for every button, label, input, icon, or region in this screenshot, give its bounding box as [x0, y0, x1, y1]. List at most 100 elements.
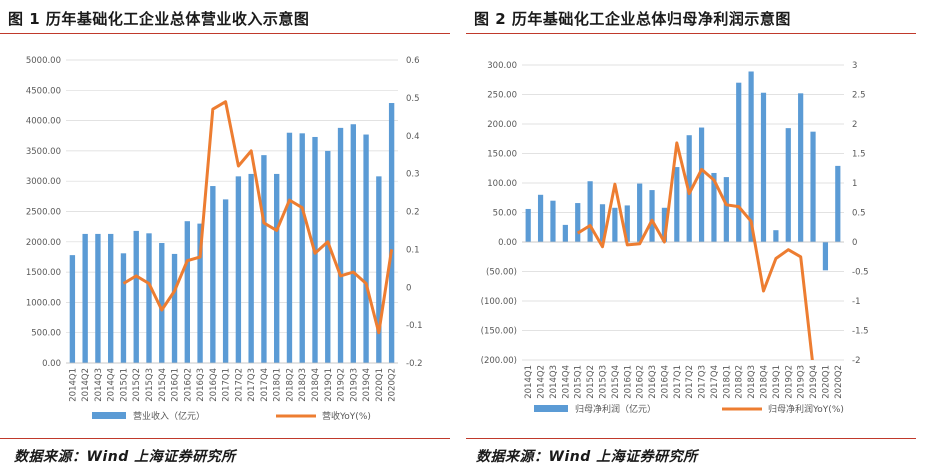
profit-x-tick: 2015Q4: [611, 365, 621, 399]
profit-x-tick: 2016Q3: [648, 365, 658, 399]
revenue-x-tick: 2016Q4: [209, 368, 219, 402]
revenue-x-tick: 2018Q2: [285, 368, 295, 402]
title-rule-left: [0, 33, 450, 34]
profit-x-tick: 2018Q4: [760, 365, 770, 399]
revenue-x-tick: 2014Q3: [94, 368, 104, 402]
revenue-bar: [159, 243, 165, 363]
revenue-bar: [350, 124, 356, 364]
revenue-y2-tick: -0.2: [406, 359, 423, 369]
revenue-legend-line-label: 营收YoY(%): [322, 410, 371, 422]
title-rule-right: [466, 33, 916, 34]
profit-y2-tick: 0: [852, 238, 857, 248]
revenue-x-tick: 2015Q3: [145, 368, 155, 402]
profit-bar: [748, 71, 754, 243]
profit-y-tick: 200.00: [487, 120, 517, 130]
revenue-bar: [108, 233, 114, 363]
profit-bar: [711, 172, 717, 242]
source-note-left: 数据来源：Wind 上海证券研究所: [14, 449, 236, 465]
profit-bar: [698, 127, 705, 242]
revenue-bar: [222, 199, 229, 363]
revenue-x-tick: 2020Q1: [375, 368, 385, 402]
revenue-bar: [82, 233, 88, 363]
revenue-y-tick: 3500.00: [26, 147, 61, 157]
profit-y-tick: 300.00: [487, 61, 517, 71]
revenue-y2-tick: 0.4: [406, 132, 420, 142]
revenue-x-tick: 2020Q2: [388, 368, 398, 402]
revenue-bar: [235, 176, 242, 363]
revenue-bar: [388, 103, 395, 363]
profit-bar: [674, 167, 680, 242]
profit-x-tick: 2019Q4: [809, 365, 819, 399]
profit-x-tick: 2014Q3: [549, 365, 559, 399]
profit-y-tick: (150.00): [481, 327, 517, 337]
profit-bar: [637, 183, 643, 242]
revenue-y2-tick: 0: [406, 283, 411, 293]
profit-y-tick: 150.00: [487, 150, 517, 160]
profit-y-tick: (50.00): [486, 268, 517, 278]
profit-bar: [562, 224, 568, 242]
revenue-bar: [261, 155, 267, 363]
net-profit-chart: (200.00) (150.00) (100.00) (50.00) 0.00 50.00…: [481, 61, 869, 415]
profit-y-tick: (100.00): [481, 297, 517, 307]
revenue-bar: [210, 186, 216, 363]
revenue-x-tick: 2016Q2: [183, 368, 193, 402]
profit-bar: [773, 230, 779, 242]
profit-x-tick: 2015Q2: [586, 365, 596, 399]
revenue-chart: 0.00 500.00 1000.00 1500.00 2000.00 2500.00 30…: [26, 56, 423, 422]
profit-bar: [785, 128, 791, 242]
revenue-y2-tick: 0.1: [406, 245, 420, 255]
profit-bar: [723, 177, 729, 242]
profit-x-tick: 2019Q2: [784, 365, 794, 399]
profit-y2-tick: 3: [852, 61, 857, 71]
revenue-bar: [95, 233, 101, 363]
profit-x-tick: 2020Q2: [834, 365, 844, 399]
profit-y-tick: (200.00): [481, 356, 517, 366]
profit-x-tick: 2019Q3: [797, 365, 807, 399]
profit-bar: [835, 165, 841, 242]
profit-legend-bar-swatch: [534, 405, 568, 412]
revenue-x-tick: 2015Q2: [132, 368, 142, 402]
profit-bar: [624, 205, 630, 242]
profit-bar: [760, 92, 767, 242]
profit-x-tick: 2020Q1: [821, 365, 831, 399]
revenue-y2-tick: 0.3: [406, 170, 420, 180]
revenue-y-tick: 1500.00: [26, 268, 61, 278]
revenue-bar: [171, 253, 178, 363]
revenue-y-tick: 1000.00: [26, 298, 61, 308]
revenue-bar: [376, 176, 382, 363]
revenue-bar: [248, 173, 254, 363]
profit-bar: [575, 203, 581, 242]
profit-y-tick: 0.00: [498, 238, 517, 248]
profit-y2-tick: -1: [852, 297, 860, 307]
source-rule-left: [0, 438, 450, 439]
revenue-bar: [299, 133, 305, 363]
revenue-y-tick: 0.00: [42, 359, 61, 369]
revenue-x-tick: 2014Q4: [107, 368, 117, 402]
profit-yoy-line: [576, 141, 814, 360]
revenue-x-tick: 2018Q1: [273, 368, 283, 402]
revenue-x-tick: 2016Q1: [171, 368, 181, 402]
profit-bar: [537, 194, 544, 242]
profit-legend-bar-label: 归母净利润（亿元）: [575, 403, 656, 415]
profit-bar: [661, 207, 668, 242]
revenue-bar: [286, 132, 293, 363]
revenue-x-tick: 2017Q4: [260, 368, 270, 402]
profit-y2-tick: -2: [852, 356, 860, 366]
profit-bar: [550, 200, 556, 242]
revenue-x-tick: 2019Q3: [349, 368, 359, 402]
profit-y2-tick: -1.5: [852, 327, 869, 337]
revenue-bar: [274, 173, 280, 363]
revenue-bar: [69, 255, 76, 363]
revenue-bar: [184, 221, 190, 363]
profit-y2-tick: 2: [852, 120, 857, 130]
revenue-bar: [146, 233, 152, 363]
profit-bar: [822, 242, 829, 271]
profit-x-tick: 2016Q1: [623, 365, 633, 399]
revenue-y2-tick: 0.6: [406, 56, 420, 66]
revenue-y-tick: 2000.00: [26, 238, 61, 248]
profit-x-tick: 2017Q1: [673, 365, 683, 399]
profit-bar: [649, 190, 655, 242]
profit-x-tick: 2019Q1: [772, 365, 782, 399]
profit-y2-tick: 1.5: [852, 150, 866, 160]
profit-x-tick: 2015Q1: [574, 365, 584, 399]
